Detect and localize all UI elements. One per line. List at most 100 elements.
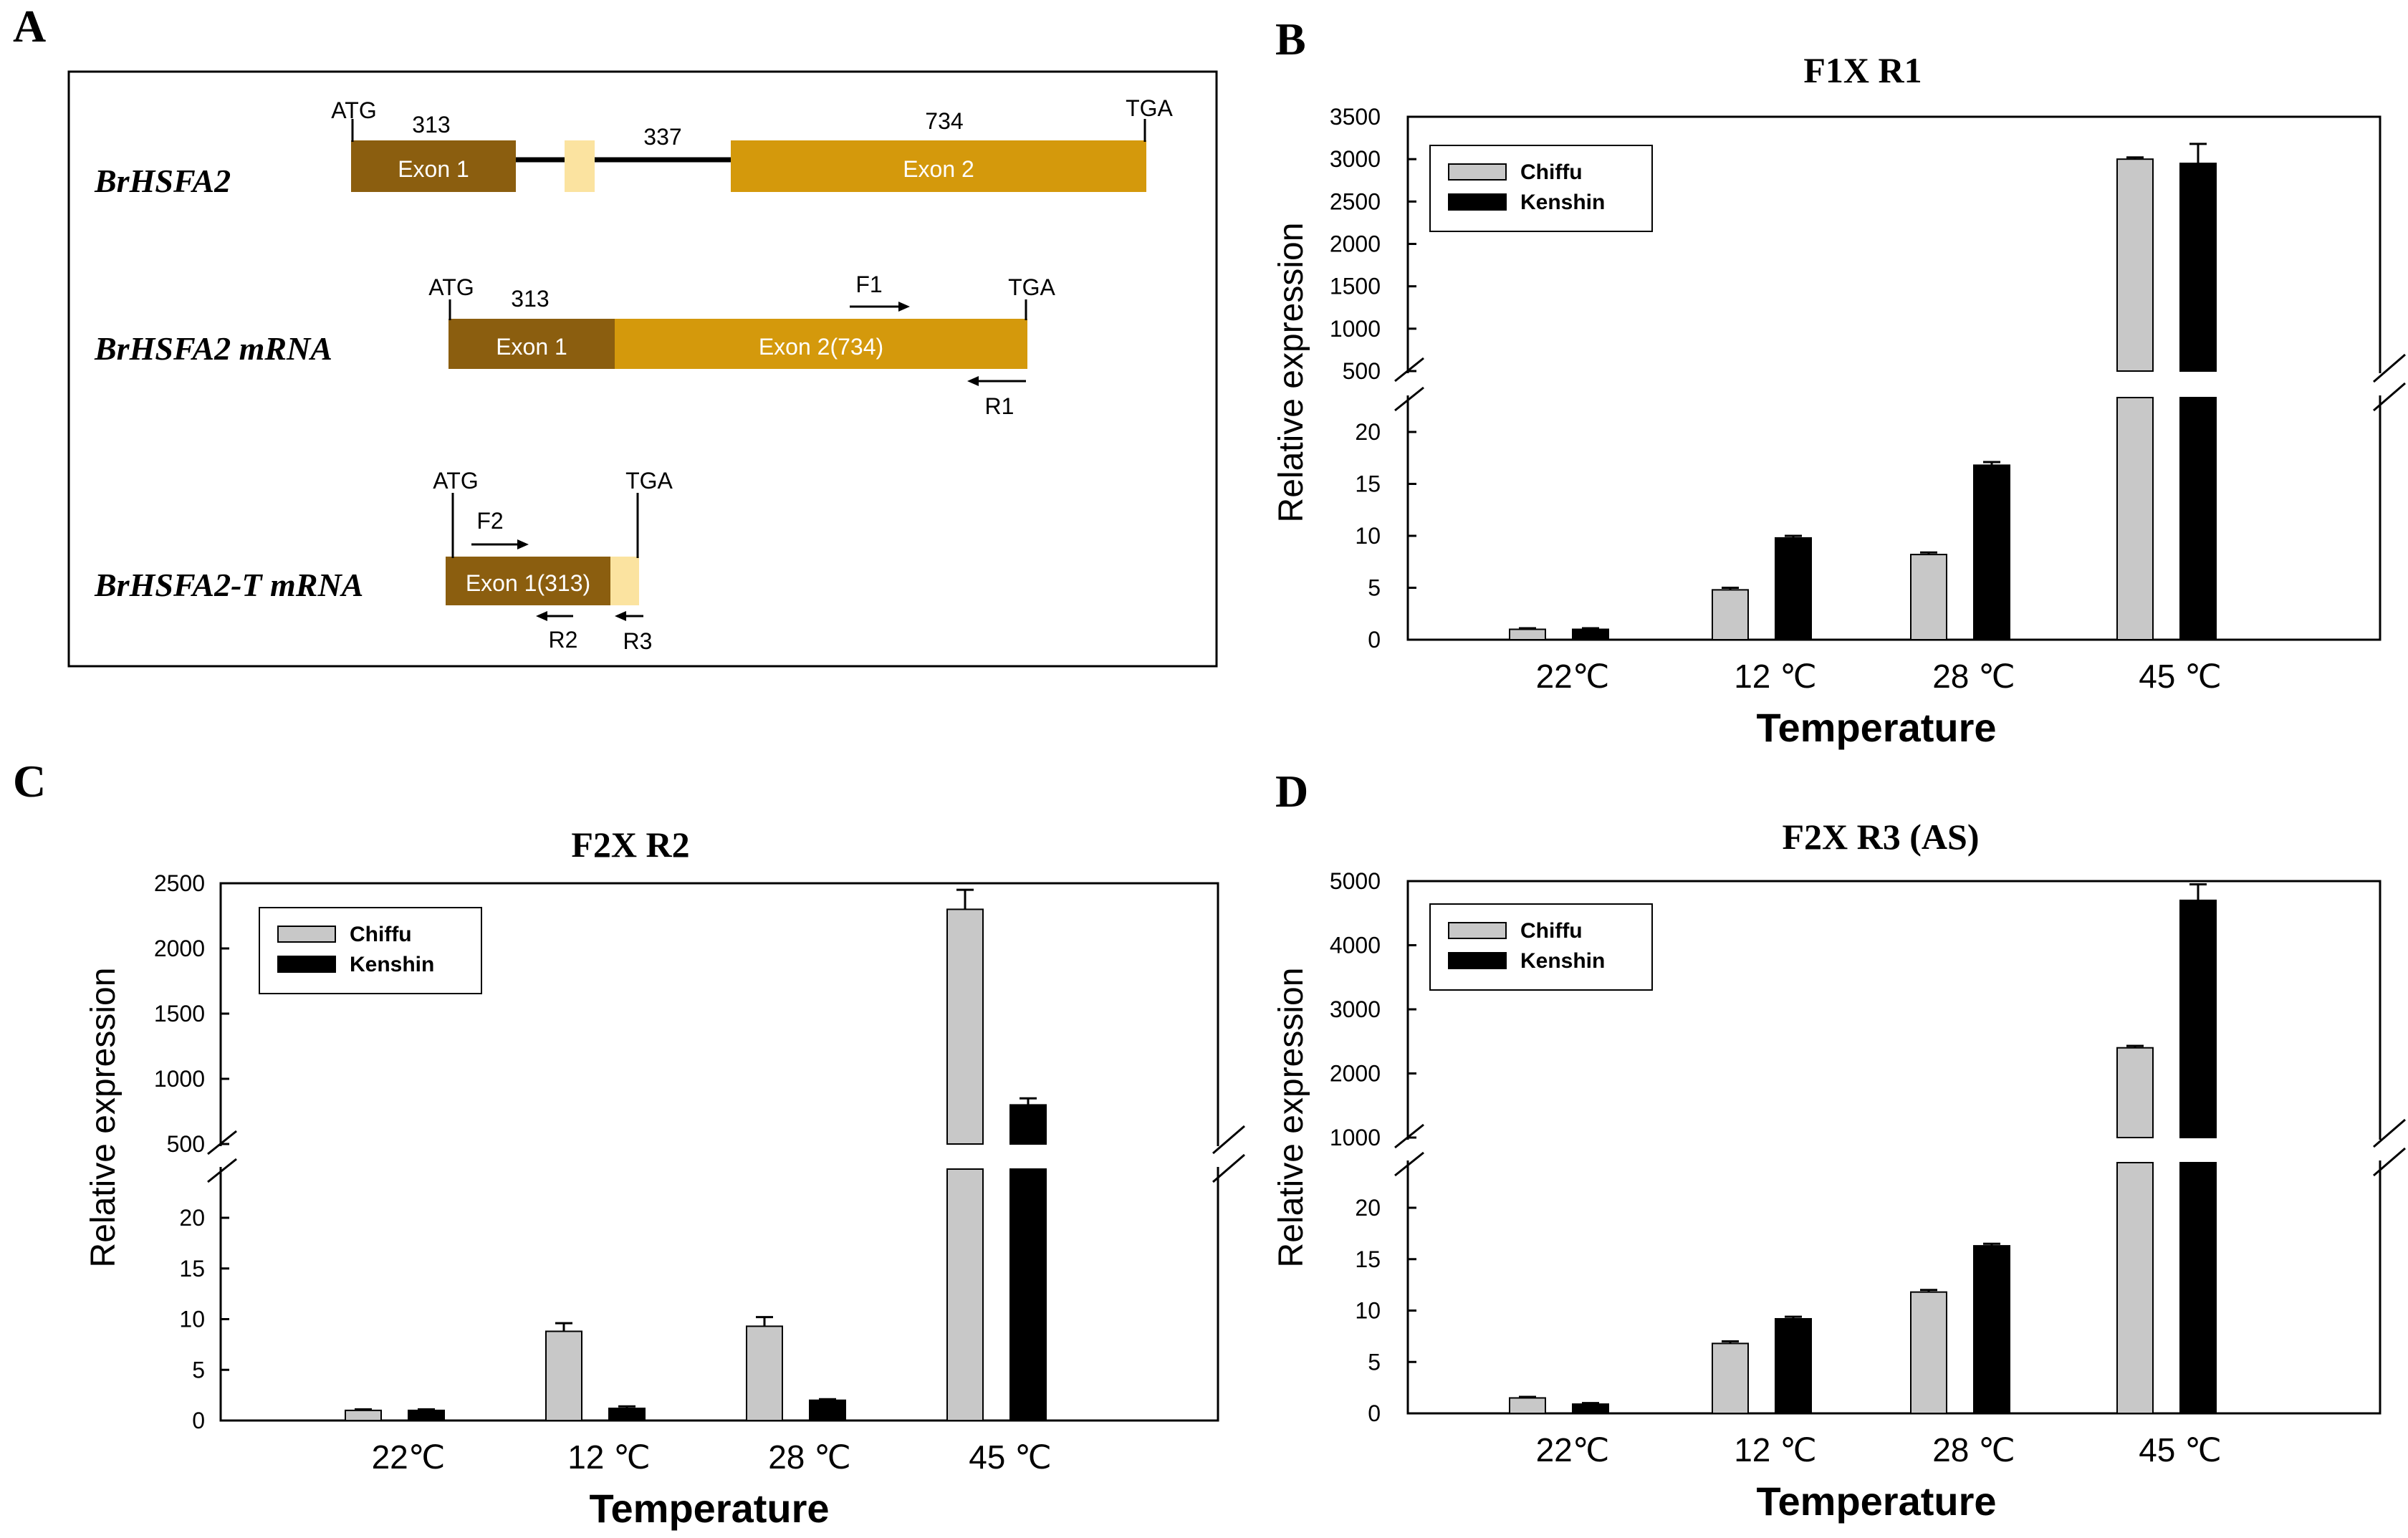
- y-tick-label: 500: [167, 1131, 205, 1157]
- x-axis-label: Temperature: [589, 1486, 829, 1531]
- legend-label-kenshin: Kenshin: [350, 953, 434, 976]
- x-tick-label: 22℃: [372, 1438, 446, 1476]
- x-tick-label: 12 ℃: [1734, 1431, 1817, 1469]
- y-tick-label: 5: [192, 1357, 205, 1383]
- mrna-exon1-label: Exon 1: [496, 334, 567, 360]
- bar-chiffu-lower: [2116, 1162, 2154, 1414]
- gene-name: BrHSFA2: [94, 163, 231, 199]
- primer-f2-label: F2: [476, 508, 503, 534]
- legend-label-kenshin: Kenshin: [1520, 949, 1605, 973]
- bar-kenshin-upper: [2179, 163, 2217, 372]
- y-tick-label: 500: [1343, 358, 1381, 384]
- y-axis-label: Relative expression: [1272, 223, 1310, 523]
- tmrna-tga: TGA: [625, 468, 673, 494]
- x-axis-label: Temperature: [1756, 1479, 1996, 1524]
- axis-break-mark-right: [1212, 1125, 1245, 1155]
- y-tick-label: 4000: [1330, 933, 1381, 958]
- chart-panel-c: 0 5 10 15 20 500 1000 1500 2000 2500 22℃ 12 ℃ 28 ℃ 45…: [85, 825, 1245, 1531]
- x-axis-label: Temperature: [1756, 705, 1996, 750]
- bar-chiffu-lower: [946, 1168, 984, 1421]
- gene-structure-diagram: BrHSFA2 Exon 1 Exon 2 ATG TGA 313 337 73…: [67, 70, 1218, 668]
- x-tick-label: 45 ℃: [2139, 1431, 2222, 1469]
- y-tick-label: 1000: [1330, 1125, 1381, 1150]
- x-tick-label: 12 ℃: [567, 1438, 651, 1476]
- panel-label-a: A: [13, 1, 46, 52]
- y-tick-label: 10: [179, 1307, 205, 1332]
- y-tick-label: 1000: [1330, 316, 1381, 342]
- gene-exon2-label: Exon 2: [903, 156, 974, 182]
- primer-r2-arrow: [536, 611, 573, 621]
- bar-chiffu-lower: [2116, 397, 2154, 640]
- y-tick-label: 15: [1355, 471, 1381, 497]
- y-tick-label: 20: [1355, 419, 1381, 445]
- x-tick-label: 45 ℃: [2139, 658, 2222, 695]
- y-axis-label: Relative expression: [85, 968, 123, 1268]
- mrna-exon2-label: Exon 2(734): [759, 334, 883, 360]
- chart-panel-b: 0 5 10 15 20 500 1000 1500 2000 2500 3000 3500 22℃ 12…: [1272, 50, 2406, 750]
- truncated-mrna-row: BrHSFA2-T mRNA Exon 1(313) ATG TGA F2 R2: [94, 468, 673, 654]
- bar-chiffu: [1910, 554, 1947, 640]
- y-tick-label: 20: [179, 1205, 205, 1231]
- mrna-exon2-block: [615, 319, 1027, 369]
- bar-kenshin: [1973, 464, 2010, 641]
- legend-swatch-kenshin: [1448, 193, 1507, 211]
- gene-exon2-block: [731, 140, 1146, 192]
- axis-break-mark-right: [2373, 1147, 2406, 1177]
- bar-kenshin: [1572, 1403, 1609, 1414]
- bar-chiffu: [545, 1330, 582, 1421]
- y-tick-label: 3000: [1330, 996, 1381, 1022]
- axis-break-gap-left: [1404, 373, 1414, 395]
- primer-r3-arrow: [615, 611, 643, 621]
- legend-swatch-chiffu: [277, 926, 336, 943]
- y-tick-label: 2000: [154, 936, 205, 961]
- primer-r2-label: R2: [549, 627, 578, 653]
- axis-break-mark: [1394, 1151, 1424, 1177]
- axis-break-mark: [1394, 1123, 1424, 1149]
- tmrna-atg: ATG: [433, 468, 478, 494]
- bar-chiffu: [1910, 1291, 1947, 1415]
- y-tick-label: 15: [1355, 1246, 1381, 1272]
- mrna-atg: ATG: [428, 274, 474, 300]
- x-tick-label: 22℃: [1536, 1431, 1610, 1469]
- gene-len-intron: 337: [643, 124, 681, 150]
- y-tick-label: 2500: [1330, 188, 1381, 214]
- y-tick-label: 0: [1368, 1400, 1381, 1426]
- gene-retained-fragment: [565, 140, 595, 192]
- y-tick-label: 2500: [154, 870, 205, 896]
- chart-title: F2X R2: [571, 825, 689, 865]
- primer-r3-label: R3: [623, 628, 653, 654]
- bar-kenshin-upper: [2179, 899, 2217, 1138]
- tmrna-retained-fragment: [610, 557, 639, 605]
- legend-box: [259, 907, 482, 994]
- y-tick-label: 2000: [1330, 231, 1381, 257]
- gene-atg: ATG: [331, 97, 376, 123]
- primer-f2-arrow: [471, 539, 529, 549]
- tmrna-name: BrHSFA2-T mRNA: [94, 567, 363, 603]
- x-tick-label: 45 ℃: [969, 1438, 1052, 1476]
- axis-break-mark-right: [2373, 382, 2406, 412]
- primer-f1-label: F1: [855, 271, 882, 297]
- x-tick-label: 12 ℃: [1734, 658, 1817, 695]
- y-tick-label: 10: [1355, 1298, 1381, 1324]
- y-tick-label: 10: [1355, 523, 1381, 549]
- bar-chiffu: [1712, 589, 1749, 641]
- bar-kenshin-upper: [1009, 1104, 1047, 1145]
- gene-exon1-label: Exon 1: [398, 156, 469, 182]
- panel-label-b: B: [1275, 14, 1306, 64]
- chart-title: F2X R3 (AS): [1783, 817, 1980, 857]
- y-tick-label: 15: [179, 1256, 205, 1282]
- bar-kenshin-lower: [2179, 397, 2217, 640]
- mrna-exon1-block: [448, 319, 615, 369]
- legend-label-chiffu: Chiffu: [1520, 919, 1583, 943]
- primer-f1-arrow: [850, 302, 910, 312]
- bar-kenshin: [1572, 628, 1609, 640]
- legend-swatch-chiffu: [1448, 922, 1507, 939]
- axis-break-mark-right: [2373, 1118, 2406, 1148]
- bar-chiffu-upper: [946, 908, 984, 1145]
- tmrna-exon1-label: Exon 1(313): [466, 570, 590, 596]
- primer-r1-arrow: [967, 376, 1026, 386]
- axis-break-gap-left: [216, 1146, 226, 1167]
- y-tick-label: 1500: [1330, 274, 1381, 299]
- bar-kenshin-lower: [1009, 1168, 1047, 1421]
